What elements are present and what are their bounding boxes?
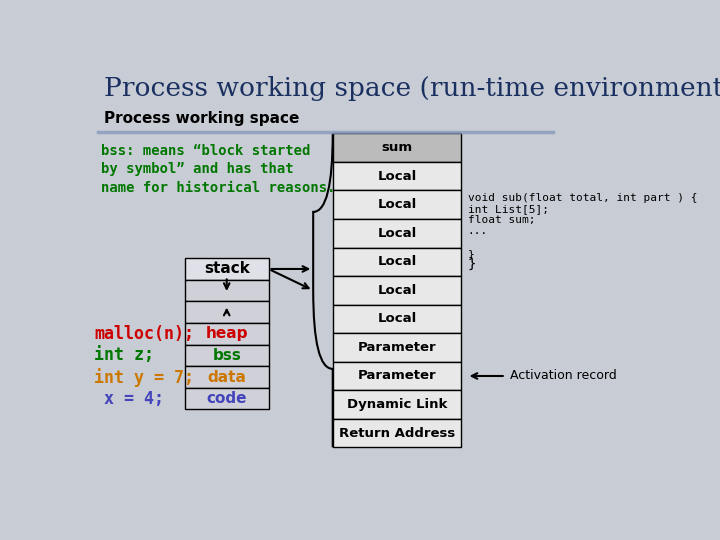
Text: void sub(float total, int part ) {: void sub(float total, int part ) { [468,193,697,202]
Text: int List[5];: int List[5]; [468,204,549,214]
Bar [333,305,461,333]
Text: code: code [207,391,247,406]
Bar [185,301,269,323]
Text: Local: Local [377,198,417,211]
Bar [333,191,461,219]
Text: Return Address: Return Address [339,427,455,440]
Bar [333,333,461,362]
Text: data: data [207,369,246,384]
Text: malloc(n);: malloc(n); [94,325,194,343]
Text: Parameter: Parameter [358,341,436,354]
Text: Process working space: Process working space [104,111,300,125]
Bar [333,247,461,276]
Text: bss: means “block started
by symbol” and has that
name for historical reasons.: bss: means “block started by symbol” and… [101,144,336,194]
Text: sum: sum [382,141,413,154]
Bar [185,366,269,388]
Text: Local: Local [377,313,417,326]
Bar [333,390,461,419]
Text: ...: ... [468,226,488,236]
Bar [185,323,269,345]
Text: int z;: int z; [94,347,155,364]
Text: int y = 7;: int y = 7; [94,368,194,387]
Text: Activation record: Activation record [510,369,617,382]
Bar [333,362,461,390]
Text: Dynamic Link: Dynamic Link [347,398,447,411]
Text: }: } [468,249,474,259]
Text: Parameter: Parameter [358,369,436,382]
Bar [185,345,269,366]
Bar [333,219,461,247]
Text: Local: Local [377,227,417,240]
Text: bss: bss [212,348,241,363]
Text: Local: Local [377,255,417,268]
Text: float sum;: float sum; [468,215,535,225]
Bar [333,419,461,447]
Bar [333,133,461,162]
Text: stack: stack [204,261,250,276]
Text: Local: Local [377,170,417,183]
Bar [185,388,269,409]
Text: heap: heap [205,326,248,341]
Text: x = 4;: x = 4; [94,390,164,408]
Bar [333,162,461,191]
Bar [185,280,269,301]
Text: Local: Local [377,284,417,297]
Bar [185,258,269,280]
Text: Process working space (run-time environment): Process working space (run-time environm… [104,77,720,102]
Bar [333,276,461,305]
Text: }: } [468,257,476,271]
